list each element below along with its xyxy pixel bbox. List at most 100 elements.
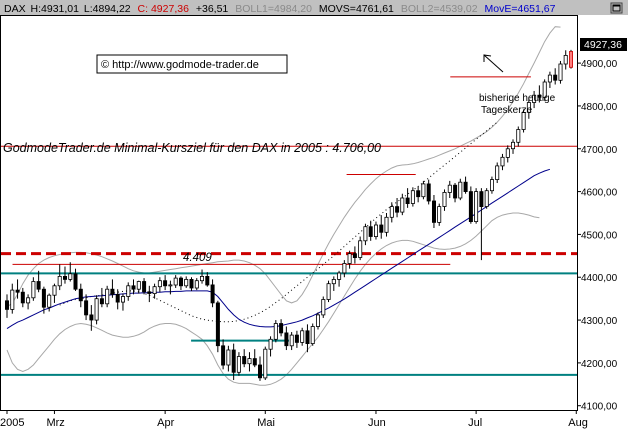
candle: [363, 223, 368, 246]
candle: [242, 349, 247, 368]
candle: [36, 270, 41, 293]
watermark-text: © http://www.godmode-trader.de: [101, 59, 259, 71]
candle: [347, 250, 352, 269]
x-tick-label: Mai: [257, 417, 275, 429]
candle: [479, 188, 484, 261]
candle-body: [294, 334, 299, 343]
candle: [121, 293, 126, 311]
candle: [526, 99, 531, 119]
candle: [516, 126, 521, 147]
y-axis: 4100,00 4200,00 4300,00 4400,00 4500,00 4600,…: [577, 59, 618, 413]
plot-frame: [0, 15, 578, 411]
candle-body: [163, 280, 168, 287]
candle-body: [236, 356, 241, 373]
candle-body: [500, 156, 505, 167]
candle-body: [110, 288, 115, 295]
candle-body: [142, 281, 147, 293]
y-tick-label: 4400,00: [581, 273, 618, 284]
candle-body: [226, 349, 231, 366]
candle: [199, 269, 204, 284]
candle: [400, 193, 405, 216]
candle: [558, 60, 563, 84]
candle: [305, 324, 310, 353]
candle-body: [199, 275, 204, 282]
candle: [279, 319, 284, 337]
candle: [10, 283, 15, 314]
candle-body: [168, 284, 173, 287]
candle: [289, 332, 294, 351]
series-movs: [59, 121, 498, 323]
candle: [73, 268, 78, 291]
candle: [5, 294, 10, 318]
candle-body: [489, 179, 494, 192]
candle-body: [331, 278, 336, 285]
candle: [178, 276, 183, 291]
candle-body: [458, 181, 463, 199]
candle: [136, 280, 141, 294]
candle-body: [215, 302, 220, 347]
candlesticks: [5, 49, 574, 381]
header-movs: MOVS=4761,61: [319, 3, 394, 15]
header-close: C: 4927,36: [138, 3, 190, 15]
candle-body: [57, 275, 62, 287]
candle-body: [173, 277, 178, 286]
candle: [47, 293, 52, 312]
candle-body: [289, 334, 294, 347]
candle-body: [131, 285, 136, 290]
candle-body: [400, 197, 405, 213]
candle-body: [368, 226, 373, 237]
candle: [315, 312, 320, 330]
candle: [247, 352, 252, 372]
maximize-icon[interactable]: [610, 2, 623, 14]
candle-body: [326, 283, 331, 300]
candle-body: [526, 102, 531, 113]
candle: [236, 352, 241, 376]
candle: [342, 260, 347, 278]
candle-body: [463, 181, 468, 192]
y-tick-label: 4300,00: [581, 316, 618, 327]
candle-body: [73, 273, 78, 290]
candle-body: [68, 273, 73, 280]
candle: [426, 179, 431, 205]
candle: [15, 279, 20, 299]
candle-body: [553, 74, 558, 81]
candle-body: [300, 330, 305, 343]
header-bar: [0, 0, 628, 15]
candle: [268, 336, 273, 357]
series-boll2: [6, 212, 540, 386]
candle: [563, 50, 568, 70]
candle: [500, 153, 505, 171]
candle: [215, 300, 220, 353]
candle: [231, 343, 236, 381]
candle: [495, 162, 500, 184]
candle: [226, 345, 231, 372]
x-tick-label: Jun: [368, 417, 386, 429]
candle: [115, 289, 120, 310]
candle-body: [431, 200, 436, 223]
candle: [78, 283, 83, 308]
candle: [352, 246, 357, 264]
candle: [510, 139, 515, 154]
x-tick-label: Jul: [468, 417, 482, 429]
candle: [52, 283, 57, 303]
y-tick-label: 4900,00: [581, 59, 618, 70]
candle-body: [99, 298, 104, 305]
target-headline: GodmodeTrader.de Minimal-Kursziel für de…: [3, 141, 381, 155]
candle-body: [384, 216, 389, 233]
candle-body: [10, 289, 15, 310]
candle: [99, 287, 104, 308]
y-tick-label: 4100,00: [581, 402, 618, 413]
candle-body: [273, 323, 278, 340]
candle-body: [94, 298, 99, 321]
candle: [416, 186, 421, 203]
header-boll2: BOLL2=4539,02: [401, 3, 478, 15]
candle-body: [310, 326, 315, 345]
candle-body: [178, 277, 183, 287]
candle-body: [363, 226, 368, 242]
candle-body: [542, 81, 547, 98]
header-high: H:4931,01: [31, 3, 80, 15]
candle: [331, 276, 336, 291]
candle-body: [426, 183, 431, 202]
candle-body: [152, 286, 157, 295]
